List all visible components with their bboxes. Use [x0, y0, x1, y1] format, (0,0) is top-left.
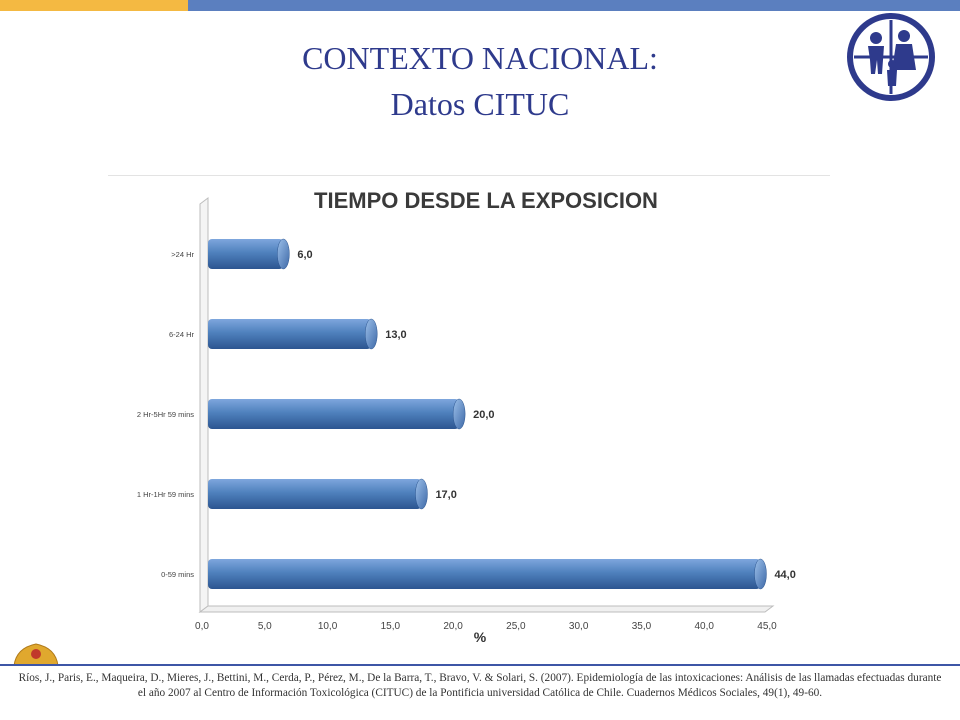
- chart-panel: TIEMPO DESDE LA EXPOSICION 0,0 5,0 10,0 15,…: [108, 175, 830, 646]
- data-label: 13,0: [385, 329, 406, 341]
- data-label: 17,0: [435, 489, 456, 501]
- x-tick-label: 40,0: [694, 621, 714, 632]
- x-tick-label: 45,0: [757, 621, 777, 632]
- family-logo-icon: [847, 13, 935, 101]
- bar-chart: TIEMPO DESDE LA EXPOSICION 0,0 5,0 10,0 15,…: [137, 188, 796, 645]
- x-tick-label: 15,0: [381, 621, 401, 632]
- x-tick-label: 25,0: [506, 621, 526, 632]
- footer-divider: [0, 664, 960, 666]
- data-label: 20,0: [473, 409, 494, 421]
- x-tick-label: 5,0: [258, 621, 272, 632]
- bar: [208, 399, 460, 429]
- top-accent-bar-blue: [188, 0, 960, 11]
- bar: [208, 239, 284, 269]
- slide-subtitle: Datos CITUC: [390, 86, 570, 122]
- chart-floor: [198, 605, 775, 613]
- chart-title: TIEMPO DESDE LA EXPOSICION: [314, 188, 658, 213]
- plot-area: 0,0 5,0 10,0 15,0 20,0 25,0 30,0 35,0 40,0 45,0 >2…: [137, 197, 796, 632]
- bar-end-cap: [277, 238, 290, 270]
- chart-back-wall: [199, 197, 209, 613]
- x-axis-label: %: [474, 629, 487, 645]
- bar: [208, 559, 761, 589]
- bar-end-cap: [364, 318, 378, 350]
- university-seal-icon: [13, 643, 59, 666]
- category-label: >24 Hr: [171, 250, 194, 259]
- x-tick-label: 10,0: [318, 621, 338, 632]
- category-label: 6-24 Hr: [169, 330, 195, 339]
- top-accent-bar-gold: [0, 0, 188, 11]
- bar-end-cap: [452, 398, 466, 430]
- x-tick-label: 20,0: [443, 621, 463, 632]
- x-tick-label: 0,0: [195, 621, 209, 632]
- data-label: 44,0: [774, 569, 795, 581]
- bar-end-cap: [415, 478, 428, 510]
- category-label: 0-59 mins: [161, 570, 194, 579]
- bar: [208, 479, 422, 509]
- data-label: 6,0: [297, 249, 312, 261]
- bar: [208, 319, 372, 349]
- x-tick-label: 35,0: [632, 621, 652, 632]
- category-label: 2 Hr-5Hr 59 mins: [137, 410, 194, 419]
- x-tick-label: 30,0: [569, 621, 589, 632]
- reference-citation: Ríos, J., Paris, E., Maqueira, D., Miere…: [18, 672, 942, 699]
- slide-title: CONTEXTO NACIONAL:: [302, 40, 658, 76]
- category-label: 1 Hr-1Hr 59 mins: [137, 490, 194, 499]
- bar-end-cap: [754, 558, 767, 590]
